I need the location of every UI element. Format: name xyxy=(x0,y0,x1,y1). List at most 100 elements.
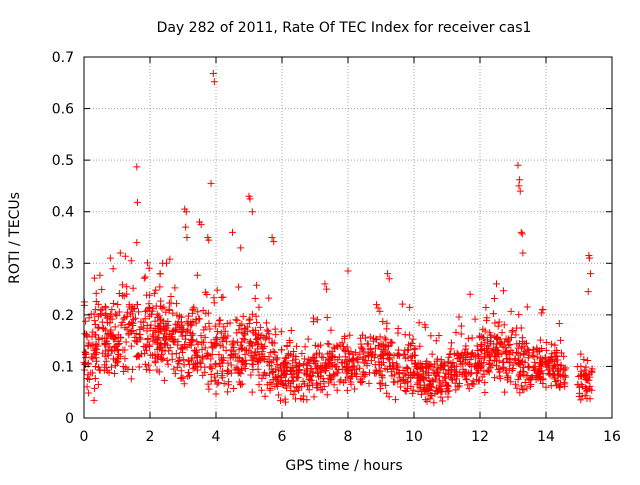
data-point xyxy=(85,339,93,347)
data-point xyxy=(219,343,227,351)
data-point xyxy=(179,374,187,382)
data-point xyxy=(107,310,115,318)
data-point xyxy=(154,352,162,360)
data-point xyxy=(203,290,211,298)
data-point xyxy=(249,353,257,361)
data-point xyxy=(269,348,277,356)
data-point xyxy=(420,386,428,394)
data-point xyxy=(200,326,208,334)
data-point xyxy=(301,343,309,351)
data-point xyxy=(325,375,333,383)
data-point xyxy=(258,386,266,394)
data-point xyxy=(201,344,209,352)
data-point xyxy=(546,371,554,379)
data-point xyxy=(453,372,461,380)
data-point xyxy=(359,331,367,339)
y-tick-label: 0.5 xyxy=(52,153,74,169)
data-point xyxy=(512,331,520,339)
data-point xyxy=(236,369,244,377)
data-point xyxy=(399,366,407,374)
data-point xyxy=(95,366,103,374)
data-point xyxy=(160,303,168,311)
data-point xyxy=(491,374,499,382)
data-point xyxy=(81,351,89,359)
data-point xyxy=(247,352,255,360)
data-point xyxy=(129,326,137,334)
axis-ticks: 0 2 4 6 8 10 12 14 16 0 0.1 0.2 0.3 0.4 0.5 0.6 0.7 xyxy=(52,50,621,445)
data-point xyxy=(224,359,232,367)
data-point xyxy=(216,359,224,367)
data-point xyxy=(330,372,338,380)
data-point xyxy=(530,352,538,360)
data-point xyxy=(477,342,485,350)
data-point xyxy=(574,363,582,371)
data-point xyxy=(557,361,565,369)
data-point xyxy=(325,340,333,348)
data-point xyxy=(528,373,536,381)
data-point xyxy=(555,366,563,374)
data-point xyxy=(435,331,443,339)
data-point xyxy=(218,372,226,380)
data-point xyxy=(574,380,582,388)
data-point xyxy=(334,369,342,377)
data-point xyxy=(316,380,324,388)
data-point xyxy=(156,316,164,324)
x-tick-label: 14 xyxy=(537,429,555,445)
data-point xyxy=(443,385,451,393)
data-point xyxy=(151,359,159,367)
data-point xyxy=(205,236,213,244)
data-point xyxy=(372,369,380,377)
data-point xyxy=(241,336,249,344)
data-point xyxy=(338,359,346,367)
x-axis-label: GPS time / hours xyxy=(285,458,402,474)
data-point xyxy=(437,393,445,401)
data-point xyxy=(344,267,352,275)
data-point xyxy=(380,343,388,351)
data-point xyxy=(511,380,519,388)
data-point xyxy=(536,362,544,370)
data-point xyxy=(85,314,93,322)
data-point xyxy=(211,322,219,330)
data-point xyxy=(545,359,553,367)
data-point xyxy=(155,368,163,376)
data-point xyxy=(141,360,149,368)
data-point xyxy=(496,372,504,380)
data-point xyxy=(387,368,395,376)
data-point xyxy=(177,367,185,375)
data-point xyxy=(515,311,523,319)
data-point xyxy=(108,332,116,340)
data-point xyxy=(205,385,213,393)
data-point xyxy=(112,356,120,364)
data-point xyxy=(94,342,102,350)
data-point xyxy=(382,336,390,344)
data-point xyxy=(146,343,154,351)
data-point xyxy=(504,374,512,382)
data-point xyxy=(371,351,379,359)
data-point xyxy=(111,370,119,378)
data-point xyxy=(484,366,492,374)
data-point xyxy=(588,367,596,375)
data-point xyxy=(151,317,159,325)
data-point xyxy=(91,362,99,370)
data-point xyxy=(494,366,502,374)
data-point xyxy=(503,348,511,356)
data-point xyxy=(554,360,562,368)
data-point xyxy=(273,380,281,388)
data-point xyxy=(410,368,418,376)
x-tick-label: 4 xyxy=(212,429,221,445)
data-point xyxy=(215,351,223,359)
data-point xyxy=(84,359,92,367)
data-point xyxy=(379,318,387,326)
y-tick-label: 0.3 xyxy=(52,256,74,272)
data-point xyxy=(509,365,517,373)
data-point xyxy=(133,239,141,247)
data-point xyxy=(142,365,150,373)
data-point xyxy=(171,370,179,378)
data-point xyxy=(214,379,222,387)
data-point xyxy=(425,383,433,391)
data-point xyxy=(115,308,123,316)
data-point xyxy=(496,340,504,348)
data-point xyxy=(265,294,273,302)
data-point xyxy=(143,291,151,299)
